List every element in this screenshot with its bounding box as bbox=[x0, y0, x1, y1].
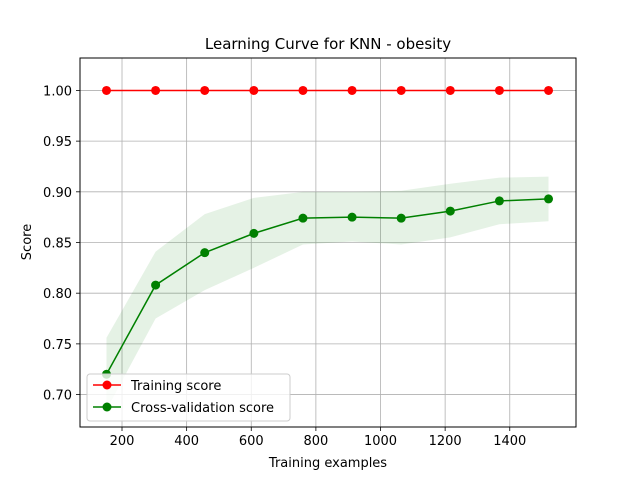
data-point-training bbox=[396, 85, 406, 95]
chart-title: Learning Curve for KNN - obesity bbox=[205, 35, 451, 53]
y-tick-label: 1.00 bbox=[43, 84, 72, 99]
legend-marker-cv bbox=[102, 402, 112, 412]
y-axis-label: Score bbox=[20, 224, 35, 260]
x-tick-label: 800 bbox=[303, 434, 328, 449]
data-point-training bbox=[347, 85, 357, 95]
legend: Training score Cross-validation score bbox=[86, 373, 291, 422]
std-bands bbox=[106, 176, 549, 410]
x-tick-label: 1000 bbox=[364, 434, 397, 449]
data-point-cv bbox=[249, 228, 259, 238]
data-point-cv bbox=[298, 213, 308, 223]
data-point-cv bbox=[544, 194, 554, 204]
data-point-cv bbox=[200, 248, 210, 258]
y-tick-label: 0.95 bbox=[43, 135, 72, 150]
data-point-training bbox=[298, 85, 308, 95]
series-line-cv bbox=[105, 198, 549, 375]
data-point-training bbox=[151, 85, 161, 95]
legend-marker-training bbox=[102, 380, 112, 390]
data-point-cv bbox=[151, 280, 161, 290]
x-axis-ticks: 200 400 600 800 1000 1200 1400 bbox=[110, 427, 526, 449]
y-tick-label: 0.90 bbox=[43, 186, 72, 201]
data-point-training bbox=[445, 85, 455, 95]
x-tick-label: 1400 bbox=[493, 434, 526, 449]
data-point-training bbox=[494, 85, 504, 95]
legend-label-cv: Cross-validation score bbox=[131, 401, 274, 416]
x-tick-label: 200 bbox=[110, 434, 135, 449]
x-tick-label: 1200 bbox=[429, 434, 462, 449]
data-point-cv bbox=[445, 206, 455, 216]
data-point-training bbox=[101, 85, 111, 95]
y-axis-ticks: 0.70 0.75 0.80 0.85 0.90 0.95 1.00 bbox=[43, 84, 80, 404]
x-axis-label: Training examples bbox=[268, 456, 387, 471]
y-tick-label: 0.70 bbox=[43, 389, 72, 404]
y-tick-label: 0.75 bbox=[43, 338, 72, 353]
y-tick-label: 0.85 bbox=[43, 237, 72, 252]
data-point-training bbox=[200, 85, 210, 95]
plot-area bbox=[79, 57, 577, 428]
y-tick-label: 0.80 bbox=[43, 287, 72, 302]
legend-box bbox=[86, 373, 291, 422]
data-point-cv bbox=[396, 213, 406, 223]
x-tick-label: 600 bbox=[239, 434, 264, 449]
std-band-cv bbox=[106, 176, 549, 410]
data-point-training bbox=[249, 85, 259, 95]
data-point-cv bbox=[494, 196, 504, 206]
legend-label-training: Training score bbox=[130, 379, 221, 394]
data-point-cv bbox=[347, 212, 357, 222]
data-point-training bbox=[544, 85, 554, 95]
x-tick-label: 400 bbox=[174, 434, 199, 449]
